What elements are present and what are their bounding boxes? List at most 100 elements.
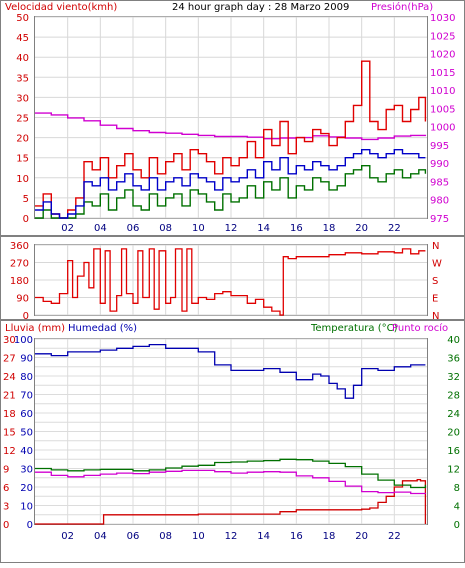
chart3-x-tick: 06 [127,531,140,542]
chart1-y-tick-right: 1020 [430,50,455,61]
chart3-humidity-tick: 50 [20,428,33,439]
chart1-y-tick-left: 40 [16,53,29,64]
chart3-series-temperature [35,458,427,489]
chart3-x-tick: 16 [290,531,303,542]
chart3-temp-tick: 36 [447,354,460,365]
chart1-x-tick: 02 [61,223,74,234]
chart1-y-tick-right: 980 [430,196,449,207]
chart3-humidity-tick: 80 [20,372,33,383]
chart2-y-tick: 180 [10,276,29,287]
chart3-humidity-tick: 40 [20,446,33,457]
chart3-rain-tick: 9 [3,465,9,476]
chart3-temp-tick: 0 [454,520,460,531]
chart3-humidity-label: Humedad (%) [68,323,137,334]
chart3-x-tick: 14 [257,531,270,542]
chart2-y-tick: 270 [10,259,29,270]
chart1-y-tick-left: 15 [16,154,29,165]
chart3-humidity-tick: 0 [27,520,33,531]
chart1-series-pressure [35,112,427,141]
chart1-series-gust [35,60,427,219]
chart1-y-tick-left: 0 [23,214,29,225]
chart3-rain-tick: 6 [3,483,9,494]
chart3-humidity-tick: 10 [20,502,33,513]
chart3-rain-tick: 21 [3,391,16,402]
chart3-series-rain [35,478,427,525]
chart3-series-humidity [35,343,426,399]
chart2-series [35,248,426,316]
chart3-humidity-tick: 20 [20,483,33,494]
chart3-rain-tick: 30 [3,335,16,346]
chart3-x-tick: 20 [355,531,368,542]
chart1-x-tick: 08 [159,223,172,234]
chart2-direction-label: N [432,311,439,322]
chart1-series [35,60,427,219]
chart1-x-tick: 14 [257,223,270,234]
chart1-y-tick-right: 1010 [430,86,455,97]
chart3-x-tick: 04 [94,531,107,542]
chart3-temp-tick: 32 [447,372,460,383]
chart3-temp-tick: 4 [454,502,460,513]
chart3-dewpoint-label: Punto rocío [392,322,448,334]
chart1-y-tick-left: 30 [16,93,29,104]
chart3-temp-tick: 20 [447,428,460,439]
chart1-series-low [35,164,427,219]
chart3-temp-tick: 12 [447,465,460,476]
chart3-series-dewpoint [35,469,427,495]
chart3-rain-tick: 27 [3,354,16,365]
chart2-series-direction [35,248,426,316]
chart3-series [35,343,427,525]
chart3-x-tick: 08 [159,531,172,542]
chart1-y-tick-left: 25 [16,114,29,125]
chart3-temp-tick: 24 [447,409,460,420]
chart3-grid [35,338,427,525]
chart2-y-tick: 0 [23,311,29,322]
chart1-left-axis-label: Velocidad viento(kmh) [5,2,117,13]
chart3-temperature-label: Temperatura (°C) [310,323,398,334]
chart3-temp-tick: 40 [447,335,460,346]
chart3-temp-tick: 8 [454,483,460,494]
chart1-y-tick-left: 45 [16,33,29,44]
chart3-temp-tick: 28 [447,391,460,402]
chart1-right-axis-label: Presión(hPa) [371,1,433,13]
chart2-y-tick: 90 [16,294,29,305]
chart3-rain-tick: 18 [3,409,16,420]
chart2-direction-label: E [432,294,438,305]
chart3-humidity-tick: 70 [20,391,33,402]
chart1-y-tick-right: 975 [430,214,449,225]
chart1-x-tick: 22 [388,223,401,234]
chart3-humidity-tick: 30 [20,465,33,476]
chart2-direction-label: W [432,259,442,270]
chart2-direction-label: S [432,276,438,287]
chart3-rain-tick: 15 [3,428,16,439]
chart1-title: 24 hour graph day : 28 Marzo 2009 [172,2,349,13]
chart1-x-tick: 12 [225,223,238,234]
chart1-x-tick: 04 [94,223,107,234]
chart3-rain-tick: 24 [3,372,16,383]
chart1-y-tick-left: 50 [16,13,29,24]
chart3-x-tick: 02 [61,531,74,542]
chart1-y-tick-right: 990 [430,159,449,170]
chart3-x-tick: 10 [192,531,205,542]
chart1-x-tick: 10 [192,223,205,234]
chart3-x-tick: 18 [323,531,336,542]
chart1-y-tick-right: 1000 [430,123,455,134]
chart1-x-tick: 20 [355,223,368,234]
chart3-rain-tick: 12 [3,446,16,457]
chart3-tick-labels: 0369121518212427300102030405060708090100… [3,335,460,542]
chart3-rain-label: Lluvia (mm) [5,323,65,334]
chart3-rain-tick: 0 [3,520,9,531]
chart1-x-tick: 06 [127,223,140,234]
chart2-y-tick: 360 [10,241,29,252]
chart3-x-tick: 12 [225,531,238,542]
chart3-humidity-tick: 60 [20,409,33,420]
chart3-humidity-tick: 90 [20,354,33,365]
chart1-y-tick-left: 35 [16,73,29,84]
chart2-direction-label: N [432,241,439,252]
chart1-series-avg [35,148,426,219]
chart1-y-tick-right: 1030 [430,13,455,24]
chart1-y-tick-right: 1015 [430,68,455,79]
chart1-y-tick-left: 20 [16,134,29,145]
